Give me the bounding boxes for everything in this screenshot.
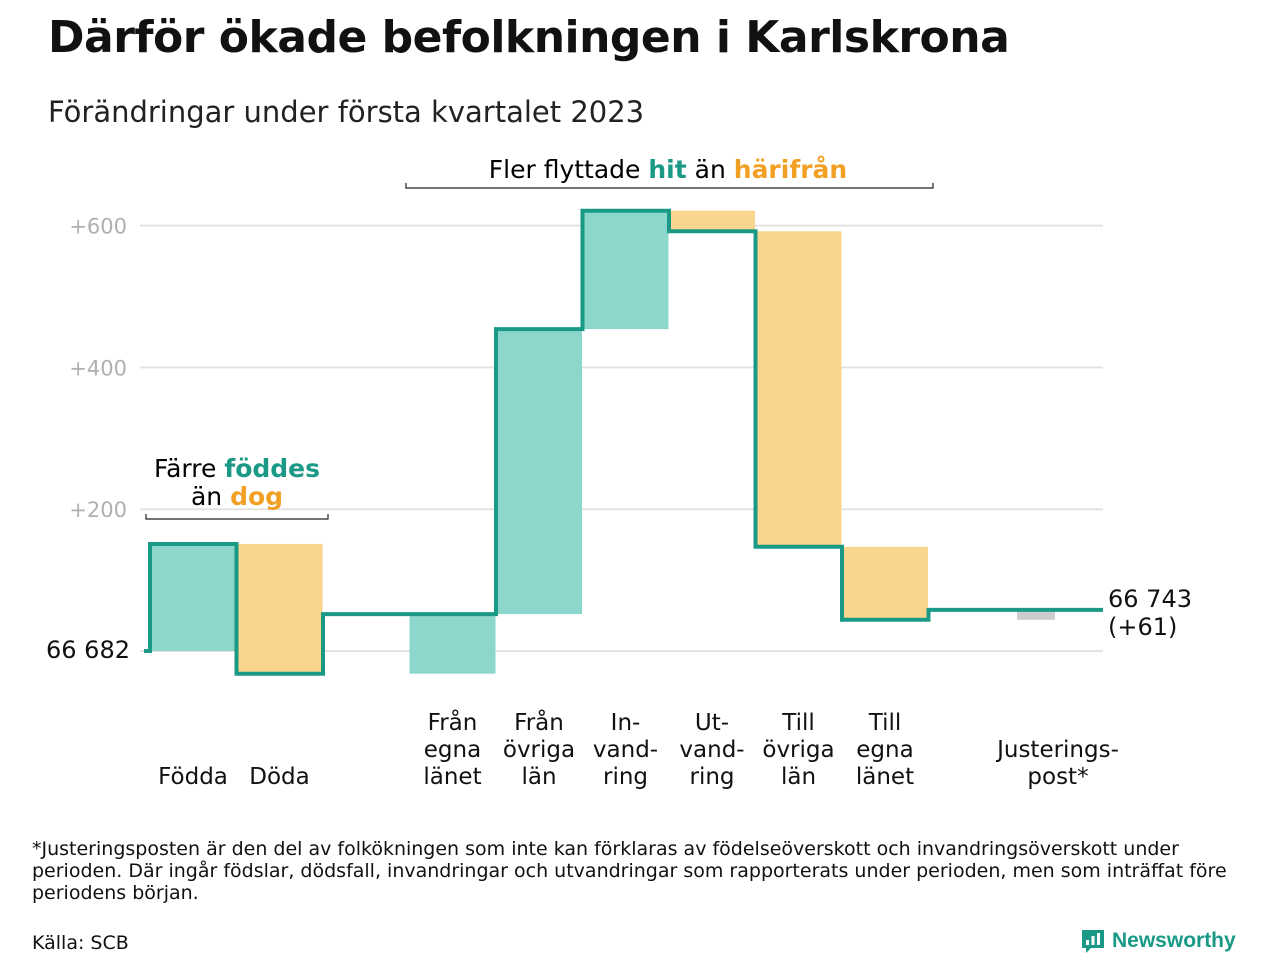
brand: Newsworthy: [1080, 928, 1236, 954]
births-highlight: föddes: [224, 454, 320, 483]
category-label: Till: [781, 710, 815, 736]
category-label: post*: [1027, 764, 1088, 790]
start-value-label: 66 682: [46, 636, 130, 664]
change-bar: [1017, 609, 1055, 620]
category-label: Döda: [249, 764, 309, 790]
category-label: övriga: [503, 737, 575, 763]
change-bar: [409, 614, 496, 674]
y-tick-label: +400: [69, 356, 127, 380]
category-label: Justerings-: [995, 737, 1119, 763]
category-label: ring: [603, 764, 648, 790]
category-label: Ut-: [695, 710, 729, 736]
end-value-label: 66 743: [1108, 585, 1192, 613]
category-label: egna: [856, 737, 913, 763]
births-deaths-bracket: [145, 514, 329, 520]
births-annotation-line1: Färre föddes: [154, 454, 320, 483]
brand-name: Newsworthy: [1112, 929, 1236, 952]
category-label: län: [521, 764, 556, 790]
page-subtitle: Förändringar under första kvartalet 2023: [48, 95, 645, 129]
migration-annotation-text: Fler flyttade hit än härifrån: [489, 155, 847, 184]
category-label: länet: [423, 764, 481, 790]
change-bar: [582, 210, 669, 330]
category-label: Födda: [158, 764, 228, 790]
change-bar: [150, 543, 236, 651]
migration-annotation: Fler flyttade hit än härifrån: [405, 155, 934, 189]
change-bar: [842, 546, 928, 620]
category-label: Från: [514, 708, 564, 736]
category-label: länet: [856, 764, 914, 790]
category-label: övriga: [762, 737, 834, 763]
births-annotation-line2: än dog: [191, 482, 283, 511]
deaths-highlight: dog: [230, 482, 283, 511]
migration-bracket: [405, 183, 934, 189]
category-label: Till: [868, 710, 902, 736]
source-note: Källa: SCB: [32, 932, 129, 954]
y-tick-label: +600: [69, 215, 127, 239]
change-bar: [236, 543, 323, 674]
category-label: Från: [428, 708, 478, 736]
page-title: Därför ökade befolkningen i Karlskrona: [48, 12, 1010, 63]
y-tick-label: +200: [69, 498, 127, 522]
footnote: *Justeringsposten är den del av folkökni…: [32, 838, 1227, 904]
change-bar: [755, 231, 842, 547]
births-deaths-annotation: Färre föddes än dog: [145, 454, 329, 520]
population-level-line: [144, 208, 1103, 676]
category-label: egna: [424, 737, 481, 763]
bar-layer: [150, 210, 1055, 674]
change-bar: [669, 210, 755, 232]
category-label: ring: [689, 764, 734, 790]
newsworthy-logo-icon: [1082, 930, 1104, 953]
migration-out-highlight: härifrån: [734, 155, 847, 184]
migration-in-highlight: hit: [648, 155, 686, 184]
category-label: vand-: [679, 737, 744, 763]
change-bar: [496, 329, 582, 615]
category-label: län: [781, 764, 816, 790]
category-label: vand-: [593, 737, 658, 763]
end-change-label: (+61): [1108, 613, 1177, 641]
category-label: In-: [611, 710, 641, 736]
